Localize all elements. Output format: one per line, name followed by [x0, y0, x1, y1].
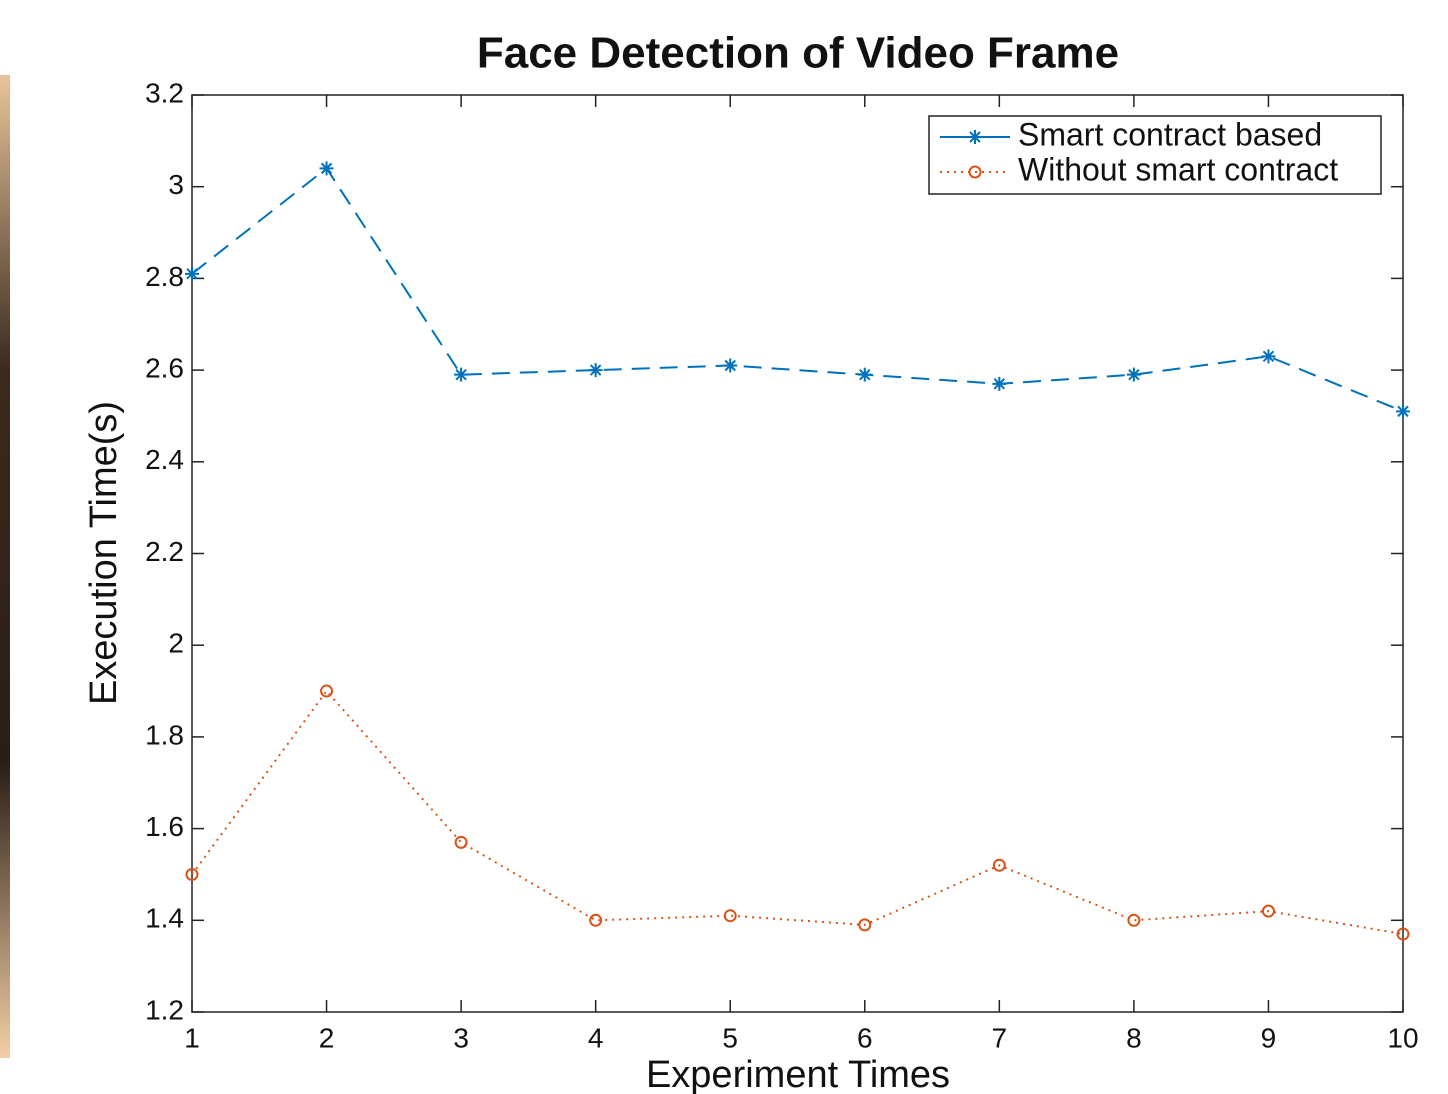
y-tick-label: 1.2 — [145, 994, 184, 1025]
marker — [992, 377, 1006, 391]
background-strip — [0, 75, 10, 1058]
x-tick-label: 1 — [184, 1022, 200, 1053]
legend-marker — [968, 130, 982, 144]
marker — [1128, 915, 1139, 926]
marker — [320, 161, 334, 175]
x-axis-label: Experiment Times — [646, 1054, 950, 1094]
marker — [723, 359, 737, 373]
chart-title: Face Detection of Video Frame — [477, 29, 1119, 78]
x-tick-label: 6 — [857, 1022, 873, 1053]
y-tick-label: 2.4 — [145, 444, 184, 475]
legend-label: Smart contract based — [1018, 116, 1322, 152]
x-tick-label: 2 — [319, 1022, 335, 1053]
marker — [454, 368, 468, 382]
x-tick-label: 8 — [1126, 1022, 1142, 1053]
y-tick-label: 3 — [168, 169, 184, 200]
marker — [456, 837, 467, 848]
marker — [1396, 404, 1410, 418]
y-tick-label: 2.2 — [145, 536, 184, 567]
x-tick-label: 9 — [1261, 1022, 1277, 1053]
y-tick-label: 2.8 — [145, 261, 184, 292]
marker — [589, 363, 603, 377]
x-tick-label: 7 — [992, 1022, 1008, 1053]
y-tick-label: 1.6 — [145, 811, 184, 842]
marker — [185, 267, 199, 281]
x-tick-label: 10 — [1387, 1022, 1418, 1053]
y-tick-label: 3.2 — [145, 77, 184, 108]
series-line — [192, 168, 1403, 411]
y-tick-label: 1.4 — [145, 903, 184, 934]
marker — [1127, 368, 1141, 382]
y-tick-label: 1.8 — [145, 719, 184, 750]
x-tick-label: 5 — [722, 1022, 738, 1053]
marker — [725, 910, 736, 921]
marker — [321, 686, 332, 697]
y-axis-label: Execution Time(s) — [83, 401, 125, 705]
x-tick-label: 3 — [453, 1022, 469, 1053]
marker — [1261, 349, 1275, 363]
series-line — [192, 691, 1403, 934]
chart: Face Detection of Video Frame Experiment… — [0, 0, 1448, 1094]
x-tick-label: 4 — [588, 1022, 604, 1053]
y-tick-label: 2 — [168, 628, 184, 659]
marker — [858, 368, 872, 382]
y-tick-label: 2.6 — [145, 352, 184, 383]
plot-area — [192, 95, 1403, 1012]
legend-label: Without smart contract — [1018, 151, 1338, 187]
